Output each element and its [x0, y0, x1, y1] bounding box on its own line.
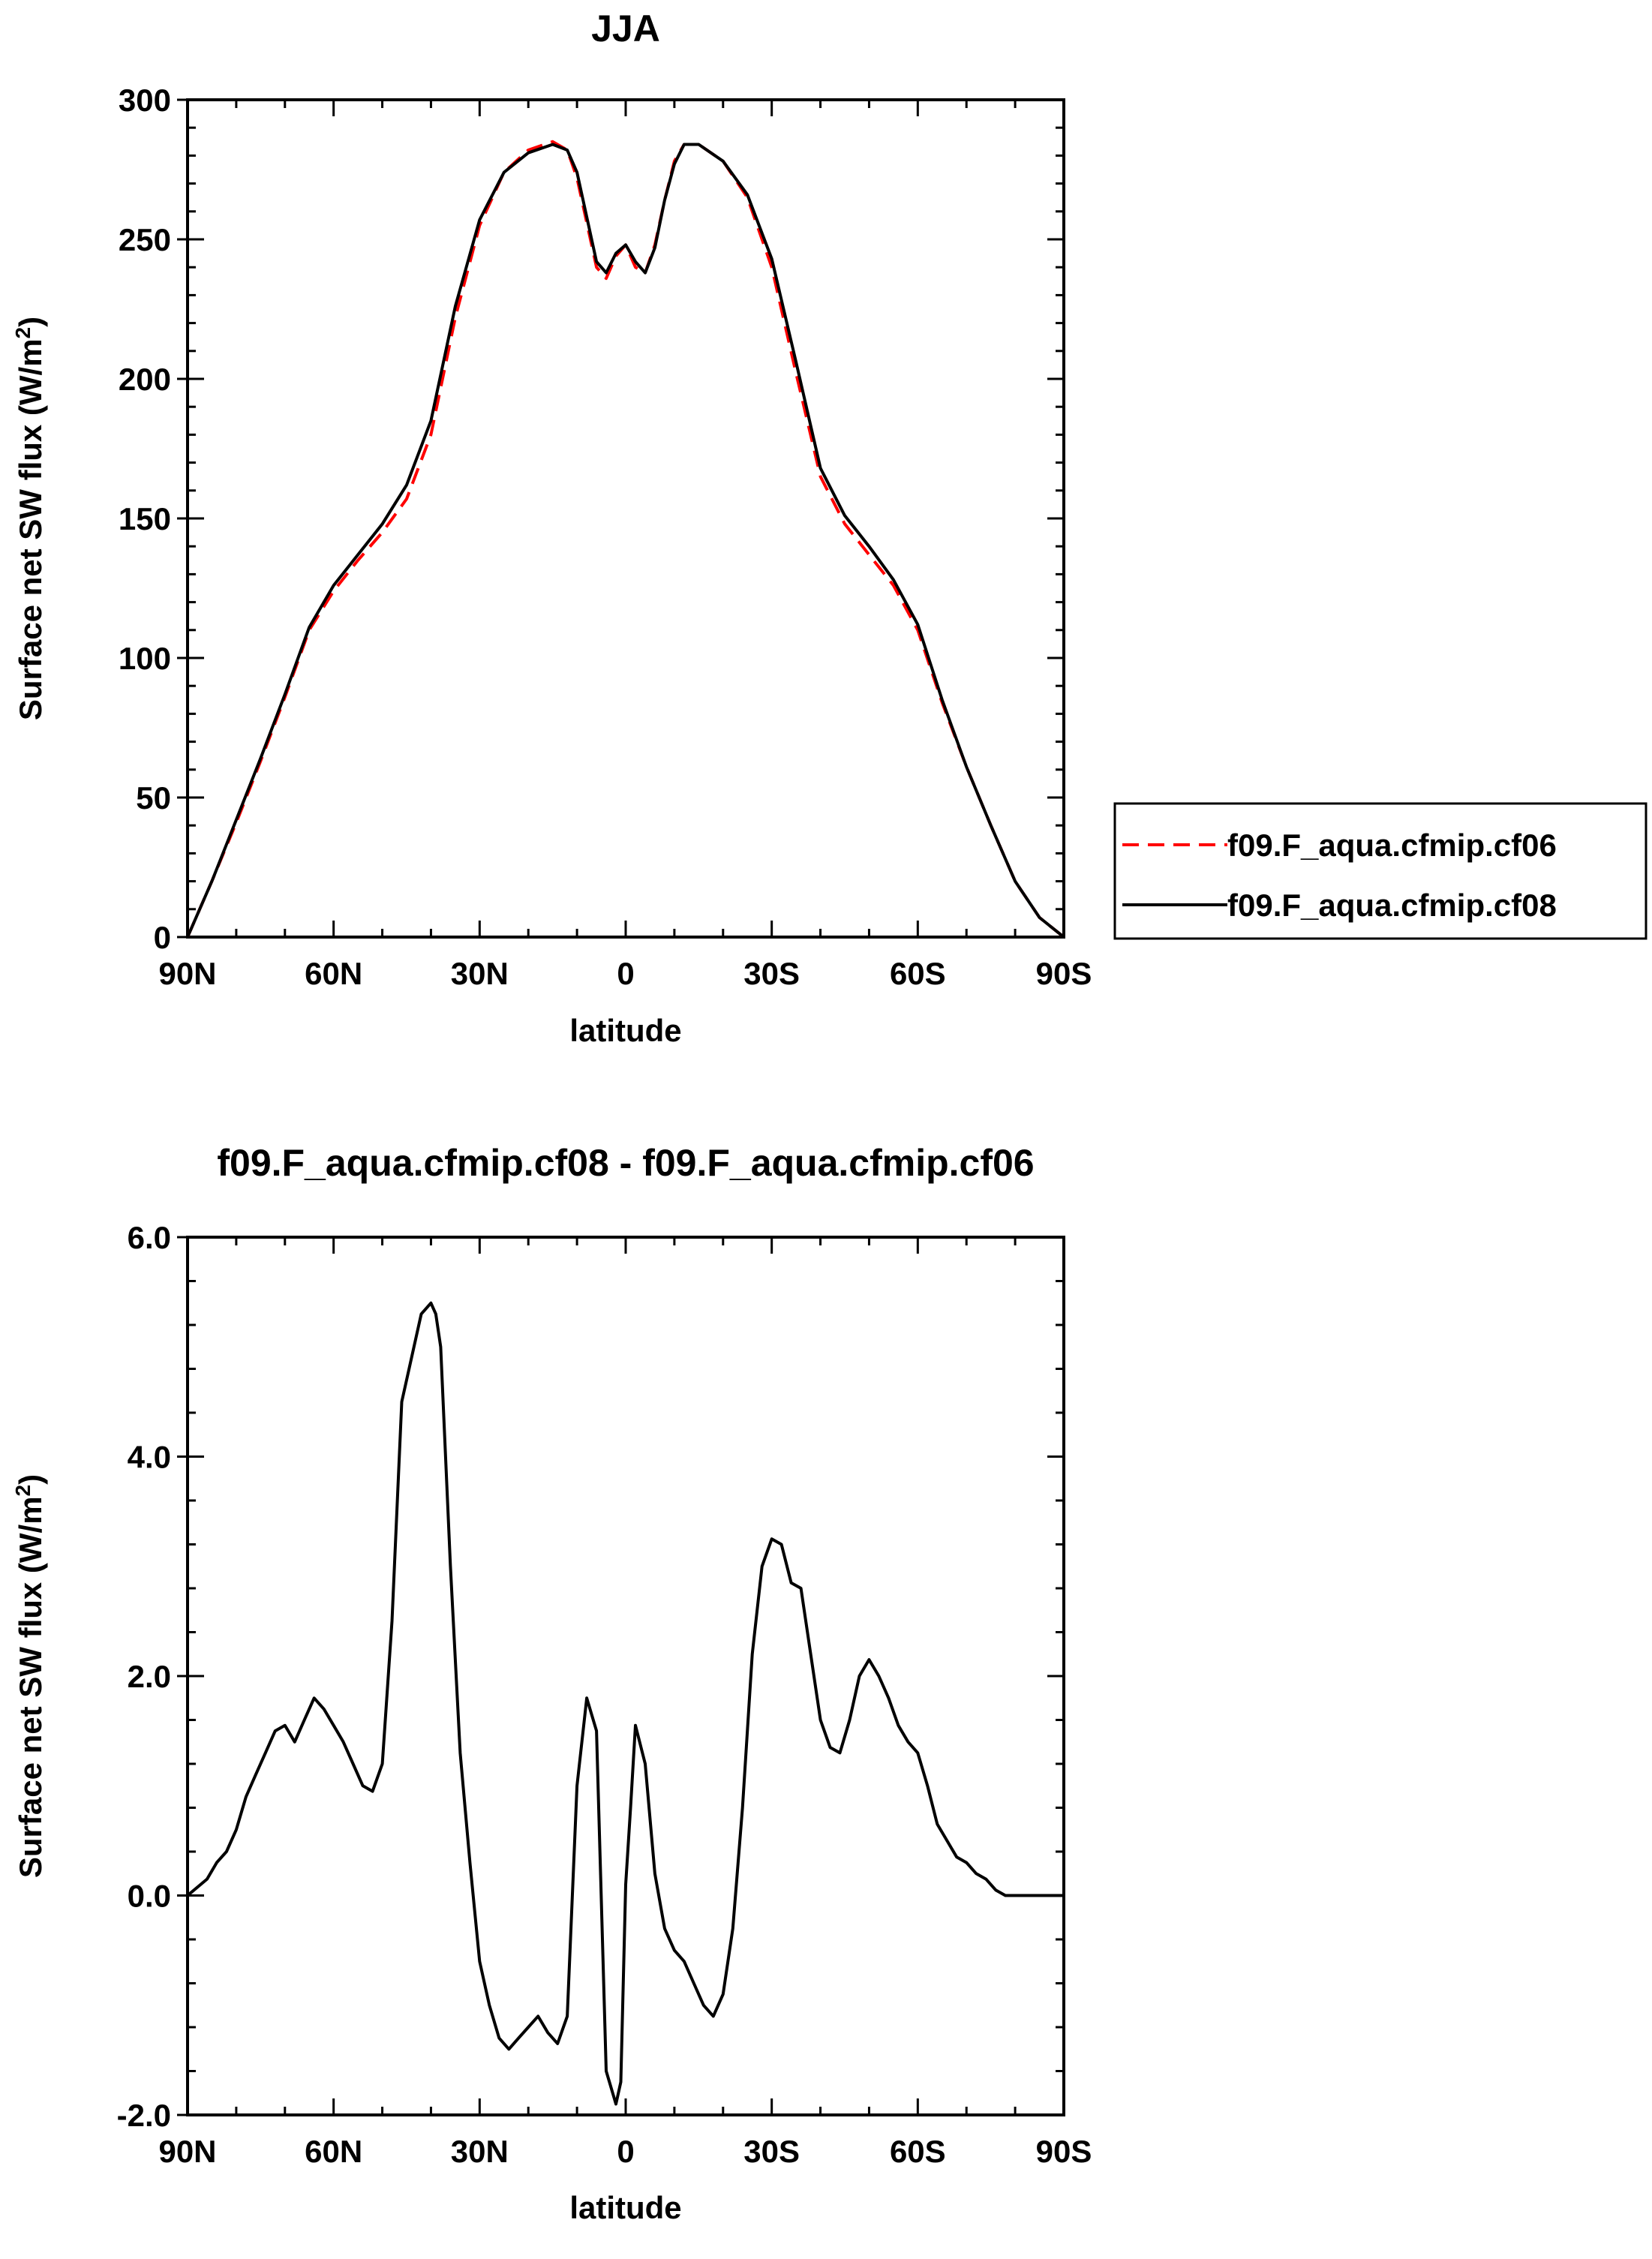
y-tick-label: 50	[136, 780, 171, 816]
x-tick-label: 30N	[451, 956, 509, 991]
y-tick-label: 2.0	[128, 1659, 171, 1694]
x-axis-label: latitude	[569, 1013, 681, 1048]
x-axis-label: latitude	[569, 2190, 681, 2225]
upper-panel: JJA 90N 60N 30N 0 30S 60S 90S 0 50 100 150 200 250 300…	[11, 8, 1647, 1048]
x-tick-label: 30S	[743, 956, 800, 991]
legend-label: f09.F_aqua.cfmip.cf06	[1227, 828, 1557, 863]
series-line-difference	[188, 1301, 1064, 2106]
x-tick-label: 60S	[890, 2134, 946, 2169]
y-axis-label-superscript: 2	[11, 1485, 35, 1497]
y-tick-label: 150	[119, 501, 171, 536]
x-tick-label: 90N	[158, 956, 216, 991]
y-axis-label-close: )	[13, 317, 48, 327]
x-tick-label: 90N	[158, 2134, 216, 2169]
x-tick-label: 30S	[743, 2134, 800, 2169]
x-tick-label: 60N	[305, 2134, 362, 2169]
x-tick-label: 0	[617, 956, 634, 991]
y-tick-label: -2.0	[117, 2098, 171, 2133]
plot-frame	[186, 98, 1065, 939]
y-tick-label: 0.0	[128, 1879, 171, 1914]
legend-box	[1113, 802, 1647, 940]
y-tick-label: 200	[119, 362, 171, 397]
y-tick-label: 6.0	[128, 1220, 171, 1255]
x-tick-label: 60N	[305, 956, 362, 991]
x-tick-label: 60S	[890, 956, 946, 991]
y-tick-label: 4.0	[128, 1440, 171, 1475]
series-line-f09.F_aqua.cfmip.cf08	[188, 143, 1064, 937]
y-tick-label: 100	[119, 641, 171, 676]
y-axis-label-text: Surface net SW flux (W/m	[13, 1496, 48, 1878]
y-axis-label: Surface net SW flux (W/m2)	[11, 317, 49, 720]
y-tick-label: 0	[154, 920, 171, 955]
series-line-f09.F_aqua.cfmip.cf06	[188, 140, 1064, 937]
chart-title: JJA	[591, 8, 660, 50]
y-axis-label-superscript: 2	[11, 327, 35, 339]
legend-label: f09.F_aqua.cfmip.cf08	[1227, 888, 1557, 923]
y-axis-label: Surface net SW flux (W/m2)	[11, 1474, 49, 1878]
chart-title: f09.F_aqua.cfmip.cf08 - f09.F_aqua.cfmip…	[217, 1142, 1034, 1184]
legend: f09.F_aqua.cfmip.cf06 f09.F_aqua.cfmip.cf…	[1113, 802, 1647, 940]
y-tick-label: 300	[119, 83, 171, 118]
plot-frame	[186, 1236, 1065, 2116]
y-axis-label-close: )	[13, 1474, 48, 1485]
lower-panel: f09.F_aqua.cfmip.cf08 - f09.F_aqua.cfmip…	[11, 1142, 1092, 2225]
x-tick-label: 90S	[1036, 956, 1092, 991]
x-tick-label: 0	[617, 2134, 634, 2169]
x-tick-label: 30N	[451, 2134, 509, 2169]
x-tick-label: 90S	[1036, 2134, 1092, 2169]
y-axis-label-text: Surface net SW flux (W/m	[13, 338, 48, 720]
y-tick-label: 250	[119, 222, 171, 257]
